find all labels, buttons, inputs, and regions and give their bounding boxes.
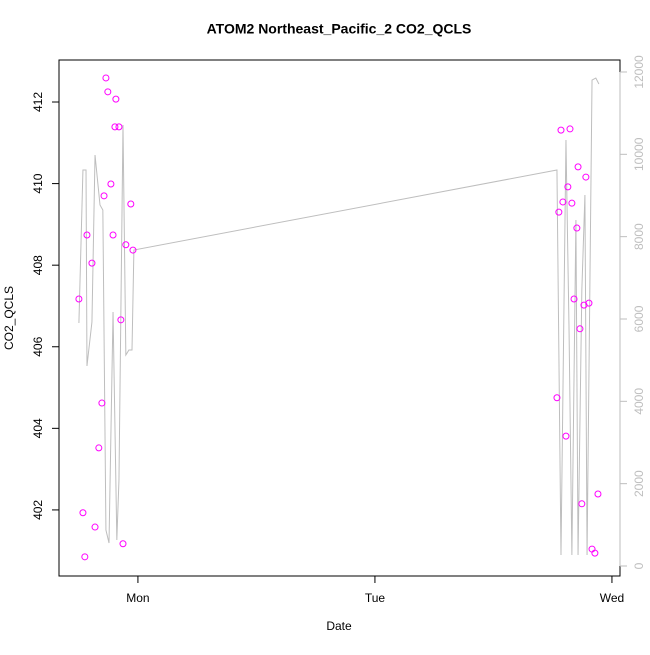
data-point bbox=[95, 444, 103, 452]
data-point bbox=[559, 198, 567, 206]
x-axis-label: Date bbox=[326, 619, 352, 633]
y2-tick-label: 4000 bbox=[632, 388, 646, 415]
data-point bbox=[88, 259, 96, 267]
data-point bbox=[591, 549, 599, 557]
x-tick-label: Wed bbox=[600, 591, 624, 605]
data-point bbox=[102, 74, 110, 82]
y-tick-label: 404 bbox=[31, 418, 45, 438]
y2-tick-label: 10000 bbox=[632, 137, 646, 171]
data-point bbox=[129, 246, 137, 254]
data-point bbox=[566, 125, 574, 133]
data-point bbox=[578, 500, 586, 508]
y2-tick-label: 2000 bbox=[632, 470, 646, 497]
data-point bbox=[594, 490, 602, 498]
data-point bbox=[83, 231, 91, 239]
data-point bbox=[119, 540, 127, 548]
y-tick-label: 406 bbox=[31, 336, 45, 356]
data-point bbox=[576, 325, 584, 333]
data-point bbox=[122, 241, 130, 249]
data-point bbox=[570, 295, 578, 303]
y-axis-label: CO2_QCLS bbox=[2, 286, 16, 350]
y2-tick-label: 8000 bbox=[632, 223, 646, 250]
data-point bbox=[573, 224, 581, 232]
data-point bbox=[117, 316, 125, 324]
data-point bbox=[91, 523, 99, 531]
data-point bbox=[104, 88, 112, 96]
y-tick-label: 412 bbox=[31, 92, 45, 112]
chart-title: ATOM2 Northeast_Pacific_2 CO2_QCLS bbox=[207, 21, 472, 37]
data-point bbox=[585, 299, 593, 307]
data-line bbox=[78, 77, 600, 556]
data-point bbox=[100, 192, 108, 200]
data-point bbox=[98, 399, 106, 407]
data-point bbox=[555, 208, 563, 216]
y2-tick-label: 6000 bbox=[632, 305, 646, 332]
plot-frame bbox=[58, 59, 621, 577]
x-tick-label: Mon bbox=[126, 591, 149, 605]
data-point bbox=[582, 173, 590, 181]
data-point bbox=[553, 394, 561, 402]
y-tick-label: 410 bbox=[31, 173, 45, 193]
data-point bbox=[557, 126, 565, 134]
data-point bbox=[111, 123, 119, 131]
data-point bbox=[79, 509, 87, 517]
y2-tick-label: 12000 bbox=[632, 55, 646, 89]
data-point bbox=[75, 295, 83, 303]
data-point bbox=[81, 553, 89, 561]
y-tick-label: 402 bbox=[31, 500, 45, 520]
data-point bbox=[107, 180, 115, 188]
data-point bbox=[574, 163, 582, 171]
y-tick-label: 408 bbox=[31, 255, 45, 275]
data-point bbox=[115, 123, 123, 131]
data-point bbox=[127, 200, 135, 208]
data-point bbox=[112, 95, 120, 103]
y2-tick-label: 0 bbox=[632, 562, 646, 569]
data-point bbox=[564, 183, 572, 191]
x-tick-label: Tue bbox=[365, 591, 386, 605]
data-point bbox=[562, 432, 570, 440]
data-point bbox=[109, 231, 117, 239]
data-point bbox=[568, 199, 576, 207]
